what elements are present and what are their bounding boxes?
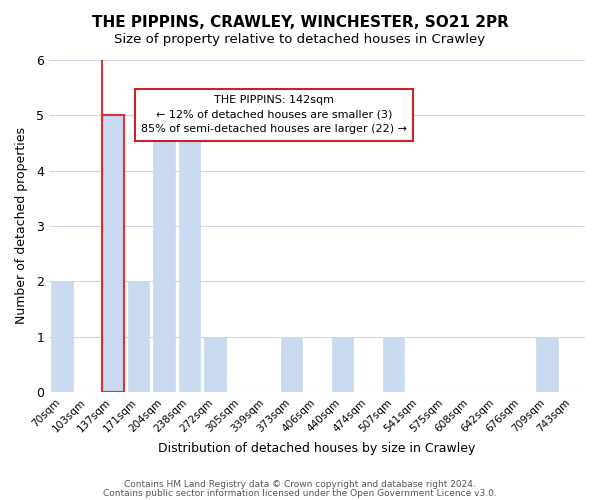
Y-axis label: Number of detached properties: Number of detached properties	[15, 128, 28, 324]
X-axis label: Distribution of detached houses by size in Crawley: Distribution of detached houses by size …	[158, 442, 476, 455]
Text: THE PIPPINS: 142sqm
← 12% of detached houses are smaller (3)
85% of semi-detache: THE PIPPINS: 142sqm ← 12% of detached ho…	[141, 95, 407, 134]
Text: Contains HM Land Registry data © Crown copyright and database right 2024.: Contains HM Land Registry data © Crown c…	[124, 480, 476, 489]
Bar	[128, 282, 149, 392]
Bar	[51, 282, 73, 392]
Text: THE PIPPINS, CRAWLEY, WINCHESTER, SO21 2PR: THE PIPPINS, CRAWLEY, WINCHESTER, SO21 2…	[92, 15, 508, 30]
Bar	[204, 336, 226, 392]
Bar	[332, 336, 353, 392]
Bar	[179, 116, 200, 392]
Bar	[536, 336, 557, 392]
Bar	[153, 116, 175, 392]
Text: Contains public sector information licensed under the Open Government Licence v3: Contains public sector information licen…	[103, 488, 497, 498]
Bar	[102, 116, 124, 392]
Bar	[281, 336, 302, 392]
Bar	[383, 336, 404, 392]
Text: Size of property relative to detached houses in Crawley: Size of property relative to detached ho…	[115, 32, 485, 46]
